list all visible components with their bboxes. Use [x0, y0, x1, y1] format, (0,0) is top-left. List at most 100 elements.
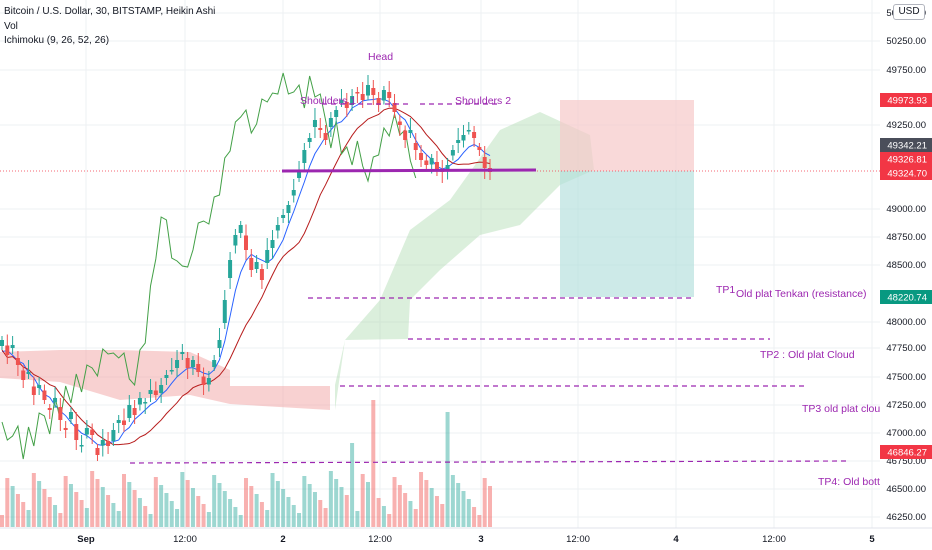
price-tick-label: 48000.00 — [886, 317, 926, 328]
candle-body — [5, 345, 10, 355]
price-axis[interactable]: 50500.0050250.0049750.0049250.0049000.00… — [880, 0, 932, 528]
volume-bar — [95, 479, 100, 527]
candle-body — [137, 398, 142, 405]
volume-bar — [116, 511, 121, 527]
volume-bar — [307, 484, 312, 527]
candle-body — [376, 98, 381, 105]
volume-bar — [371, 400, 376, 527]
time-tick-label: 3 — [478, 534, 483, 545]
volume-bar — [228, 499, 233, 527]
volume-bar — [413, 509, 418, 527]
volume-bar — [286, 497, 291, 527]
volume-bar — [26, 510, 31, 527]
candle-body — [95, 448, 100, 455]
candle-body — [148, 390, 153, 394]
candle-body — [222, 300, 227, 323]
candle-body — [291, 190, 296, 196]
volume-bar — [419, 472, 424, 527]
candle-body — [366, 85, 370, 96]
price-tick-label: 47000.00 — [886, 428, 926, 439]
candle-body — [228, 260, 233, 278]
volume-bar — [328, 471, 333, 527]
volume-bar — [350, 443, 355, 527]
volume-bar — [42, 489, 47, 527]
volume-bar — [100, 487, 105, 527]
volume-bar — [143, 506, 148, 527]
volume-bar — [456, 483, 461, 527]
volume-bar — [21, 502, 26, 527]
shoulders2-label: Shoulders 2 — [455, 95, 511, 107]
candle-body — [323, 133, 328, 140]
candle-body — [106, 441, 111, 446]
volume-bar — [488, 486, 492, 527]
volume-bar — [259, 502, 264, 527]
time-tick-label: 4 — [673, 534, 679, 545]
candle-body — [456, 140, 461, 143]
position-tool[interactable] — [560, 100, 694, 297]
volume-bar — [175, 509, 180, 527]
candle-body — [275, 225, 280, 231]
price-tick-label: 46500.00 — [886, 484, 926, 495]
candle-body — [175, 360, 180, 368]
cloud-bear — [0, 350, 330, 410]
price-tick-label: 47500.00 — [886, 372, 926, 383]
candle-body — [429, 158, 434, 165]
volume-bar — [366, 482, 370, 527]
candle-body — [0, 340, 4, 346]
volume-bar — [63, 476, 68, 527]
time-axis[interactable]: Sep 12:00 2 12:00 3 12:00 4 12:00 5 — [0, 527, 932, 550]
volume-bar — [15, 494, 20, 527]
candle-body — [21, 370, 26, 380]
price-tick-label: 49250.00 — [886, 120, 926, 131]
candle-body — [26, 372, 31, 374]
candle-body — [397, 121, 402, 125]
volume-bar — [344, 495, 349, 527]
tp3-label: TP3 old plat cloud — [802, 403, 886, 415]
price-tick-label: 46750.00 — [886, 456, 926, 467]
tenkan-line — [1, 97, 491, 447]
price-tick-label: 48500.00 — [886, 260, 926, 271]
price-tag: 49973.93 — [880, 93, 932, 107]
volume-bar — [122, 474, 126, 527]
price-tick-label: 48750.00 — [886, 232, 926, 243]
candle-body — [238, 225, 243, 233]
volume-bar — [159, 485, 164, 527]
volume-bar — [10, 486, 15, 527]
volume-bar — [148, 514, 153, 527]
volume-bar — [334, 479, 339, 527]
volume-bar — [90, 471, 95, 527]
pattern-drawings[interactable]: Head Shoulders 1 Shoulders 2 TP1 Old pla… — [129, 51, 886, 488]
candle-body — [302, 150, 307, 163]
volume-bar — [212, 475, 217, 527]
price-tick-label: 50250.00 — [886, 36, 926, 47]
candle-body — [466, 130, 471, 132]
candle-body — [360, 94, 365, 100]
volume-bar — [450, 475, 455, 527]
candle-body — [249, 258, 254, 270]
volume-bar — [339, 487, 344, 527]
candle-body — [153, 390, 158, 395]
candle-body — [413, 143, 418, 150]
candle-body — [206, 378, 211, 385]
volume-bar — [164, 493, 169, 527]
volume-bar — [397, 485, 402, 527]
candle-body — [180, 352, 185, 354]
candle-body — [31, 386, 36, 395]
currency-button[interactable]: USD — [893, 4, 925, 20]
neckline[interactable] — [281, 168, 537, 173]
candle-body — [286, 205, 291, 213]
candle-body — [334, 110, 339, 117]
volume-bar — [222, 491, 227, 527]
volume-bar — [376, 498, 381, 527]
candle-body — [143, 402, 148, 404]
volume-bars — [0, 400, 492, 527]
candle-body — [408, 130, 413, 133]
price-tag: 49326.81 — [880, 152, 932, 166]
tp4-line[interactable] — [129, 460, 847, 464]
candle-body — [201, 376, 206, 385]
take-profit-zone — [560, 171, 694, 297]
candle-body — [159, 385, 164, 393]
ichimoku-lines — [1, 72, 491, 460]
candle-body — [233, 235, 238, 246]
